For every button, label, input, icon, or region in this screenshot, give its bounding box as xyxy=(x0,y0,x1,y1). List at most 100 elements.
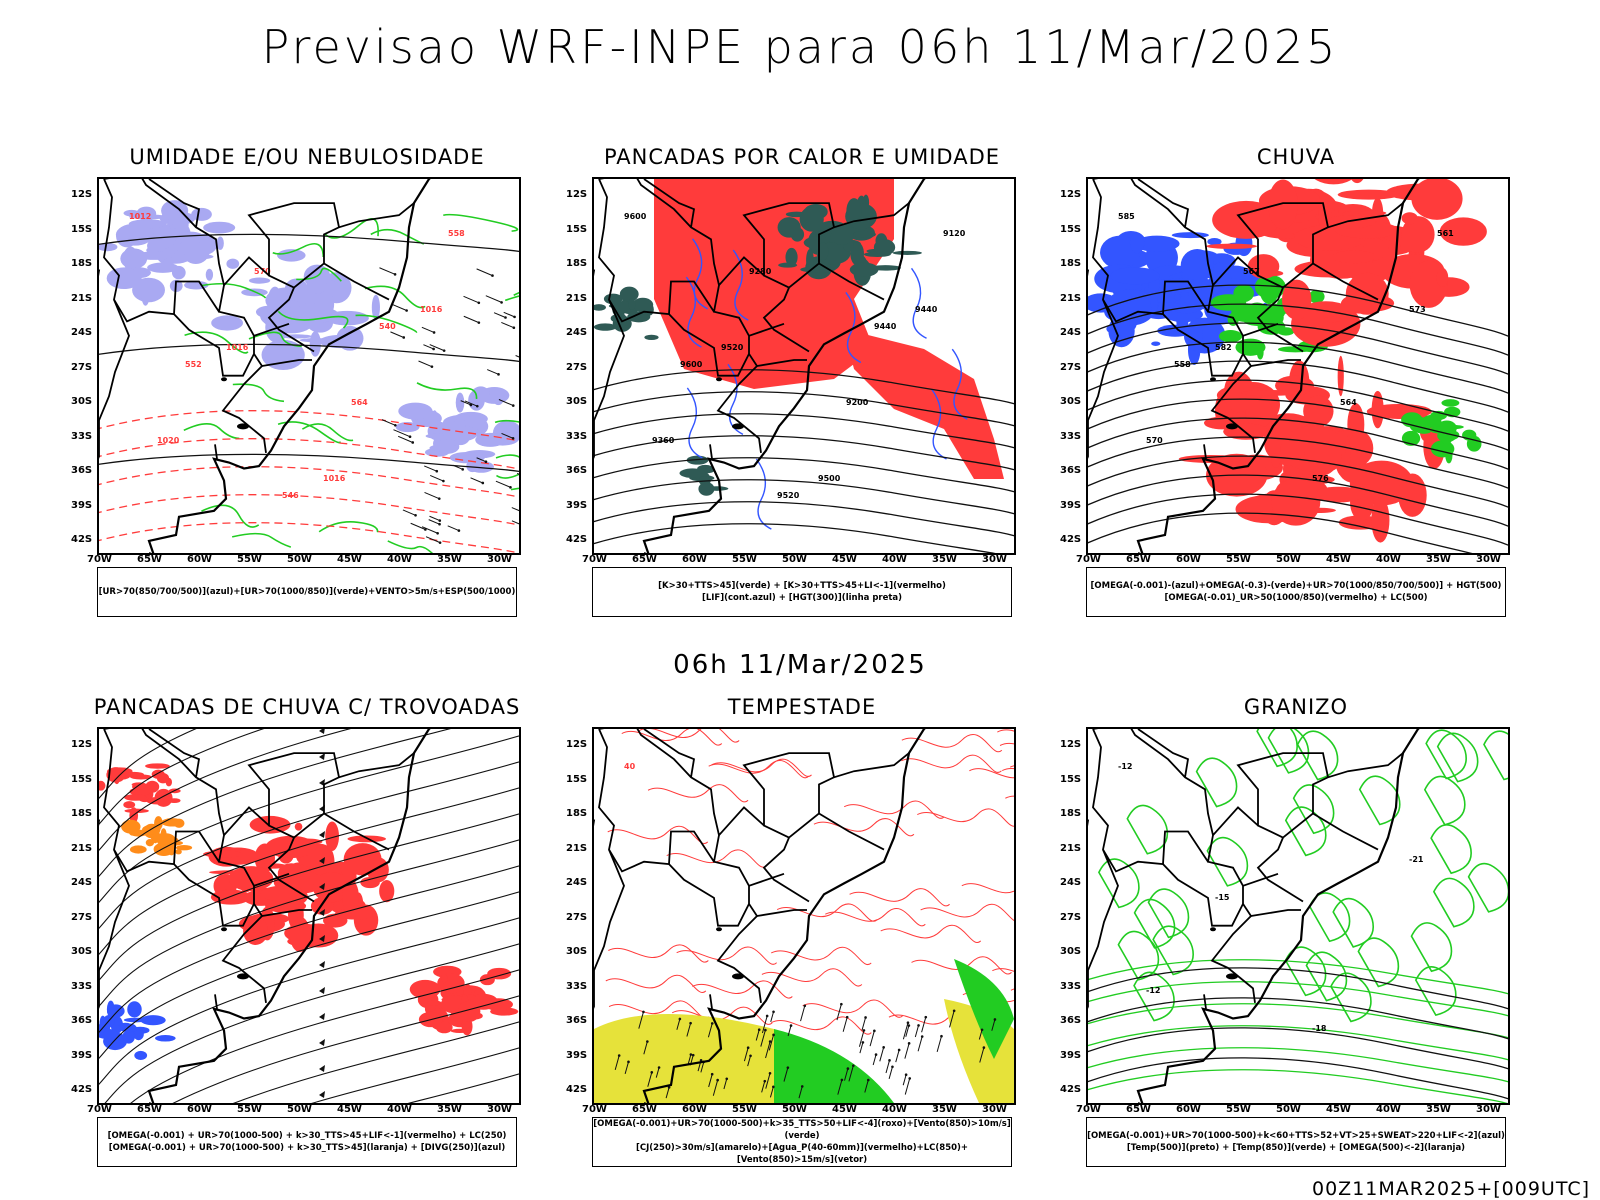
contour-label: 1020 xyxy=(157,436,180,445)
contour-label: 540 xyxy=(379,322,396,331)
latitude-label: 18S xyxy=(71,808,93,819)
contour-label: 1016 xyxy=(420,305,443,314)
contour-label: -21 xyxy=(1409,855,1424,864)
latitude-label: 42S xyxy=(566,1084,588,1095)
latitude-label: 27S xyxy=(1060,911,1082,923)
latitude-label: 42S xyxy=(1060,1084,1082,1095)
lake-icon xyxy=(732,973,744,980)
latitude-label: 18S xyxy=(71,258,93,269)
longitude-label: 55W xyxy=(732,554,757,565)
longitude-label: 35W xyxy=(1426,1104,1451,1115)
panel-legend: [K>30+TTS>45](verde) + [K>30+TTS>45+LI<-… xyxy=(592,567,1012,617)
map-canvas: -12 -15 -18 -21 -12 xyxy=(1088,729,1508,1103)
latitude-label: 21S xyxy=(1060,842,1082,854)
k-tts-shading-verde xyxy=(679,455,729,496)
contour-label: 9440 xyxy=(874,322,897,331)
panel-title: UMIDADE E/OU NEBULOSIDADE xyxy=(129,145,485,169)
longitude-label: 50W xyxy=(1276,554,1301,565)
longitude-label: 50W xyxy=(1276,1104,1301,1115)
contour-label: 558 xyxy=(448,229,465,238)
longitude-label: 65W xyxy=(632,1104,657,1115)
panel-legend: [OMEGA(-0.001) + UR>70(1000-500) + k>30_… xyxy=(97,1117,517,1167)
latitude-label: 12S xyxy=(71,189,93,200)
contour-label: 546 xyxy=(282,491,299,500)
latitude-label: 18S xyxy=(566,808,588,819)
longitude-label: 30W xyxy=(487,1104,512,1115)
latitude-label: 12S xyxy=(566,739,588,750)
longitude-label: 45W xyxy=(1326,554,1351,565)
map-panel: 585 582 576 573 570 567 564 561 558 xyxy=(1086,177,1510,555)
contour-label: 1012 xyxy=(129,212,151,221)
longitude-label: 40W xyxy=(1376,1104,1401,1115)
longitude-label: 35W xyxy=(437,1104,462,1115)
latitude-label: 36S xyxy=(566,465,588,476)
longitude-label: 50W xyxy=(782,1104,807,1115)
contour-label: -15 xyxy=(1215,893,1230,902)
longitude-label: 45W xyxy=(337,554,362,565)
latitude-label: 42S xyxy=(566,534,588,545)
longitude-label: 70W xyxy=(87,554,112,565)
panel-title: TEMPESTADE xyxy=(727,695,877,719)
longitude-label: 30W xyxy=(1476,554,1501,565)
contour-label: 9500 xyxy=(818,474,841,483)
k-tts-shading-verde xyxy=(594,286,659,340)
latitude-label: 27S xyxy=(566,911,588,923)
longitude-label: 60W xyxy=(187,554,212,565)
divergence-azul xyxy=(99,1000,176,1060)
pressure-isobars xyxy=(99,233,519,473)
panel-legend: [OMEGA(-0.001)-(azul)+OMEGA(-0.3)-(verde… xyxy=(1086,567,1506,617)
contour-label: 9600 xyxy=(624,212,647,221)
main-title: Previsao WRF-INPE para 06h 11/Mar/2025 xyxy=(261,20,1339,74)
latitude-label: 36S xyxy=(1060,1015,1082,1026)
contour-label: 570 xyxy=(254,267,271,276)
latitude-label: 33S xyxy=(1060,980,1082,992)
longitude-label: 70W xyxy=(1076,1104,1101,1115)
hgt500-contours xyxy=(1088,284,1508,553)
legend-line: [LIF](cont.azul) + [HGT(300)](linha pret… xyxy=(701,593,903,603)
latitude-label: 30S xyxy=(566,946,588,957)
longitude-label: 35W xyxy=(437,554,462,565)
latitude-label: 21S xyxy=(1060,292,1082,304)
longitude-label: 65W xyxy=(632,554,657,565)
legend-line: [OMEGA(-0.001)-(azul)+OMEGA(-0.3)-(verde… xyxy=(1090,581,1502,591)
panel-title: CHUVA xyxy=(1256,145,1336,169)
lake-icon xyxy=(237,973,249,980)
latitude-label: 39S xyxy=(1060,1049,1082,1061)
latitude-label: 33S xyxy=(566,430,588,442)
latitude-label: 36S xyxy=(71,465,93,476)
contour-label: 564 xyxy=(1340,398,1357,407)
contour-label: 1016 xyxy=(323,474,346,483)
legend-line: [K>30+TTS>45](verde) + [K>30+TTS>45+LI<-… xyxy=(658,581,946,591)
longitude-label: 55W xyxy=(237,1104,262,1115)
contour-labels: 585 582 576 573 570 567 564 561 558 xyxy=(1118,212,1454,483)
panel-legend: [OMEGA(-0.001)+UR>70(1000-500)+k<60+TTS>… xyxy=(1086,1117,1506,1167)
latitude-label: 36S xyxy=(1060,465,1082,476)
water-contours-vermelho xyxy=(605,729,1014,1035)
longitude-label: 30W xyxy=(1476,1104,1501,1115)
latitude-label: 21S xyxy=(566,842,588,854)
latitude-label: 12S xyxy=(1060,189,1082,200)
longitude-label: 40W xyxy=(1376,554,1401,565)
longitude-label: 60W xyxy=(1176,554,1201,565)
longitude-label: 65W xyxy=(1126,1104,1151,1115)
latitude-label: 24S xyxy=(1060,877,1082,888)
legend-line: [OMEGA(-0.001) + UR>70(1000-500) + k>30_… xyxy=(108,1143,506,1153)
longitude-label: 45W xyxy=(832,554,857,565)
longitude-label: 55W xyxy=(1226,554,1251,565)
longitude-label: 50W xyxy=(782,554,807,565)
thickness-contours xyxy=(99,410,519,553)
latitude-label: 18S xyxy=(566,258,588,269)
longitude-label: 55W xyxy=(1226,1104,1251,1115)
latitude-label: 27S xyxy=(566,361,588,373)
latitude-label: 33S xyxy=(1060,430,1082,442)
contour-label: 561 xyxy=(1437,229,1454,238)
latitude-label: 24S xyxy=(566,877,588,888)
contour-labels: 1012 1016 1016 1016 1020 570 564 558 552 546 540 xyxy=(129,212,465,500)
longitude-label: 60W xyxy=(682,554,707,565)
lake-icon xyxy=(1226,423,1238,430)
latitude-label: 39S xyxy=(71,499,93,511)
contour-label: 9200 xyxy=(846,398,869,407)
lc250-streamlines xyxy=(99,729,519,1103)
contour-label: -12 xyxy=(1146,986,1160,995)
longitude-label: 40W xyxy=(882,554,907,565)
